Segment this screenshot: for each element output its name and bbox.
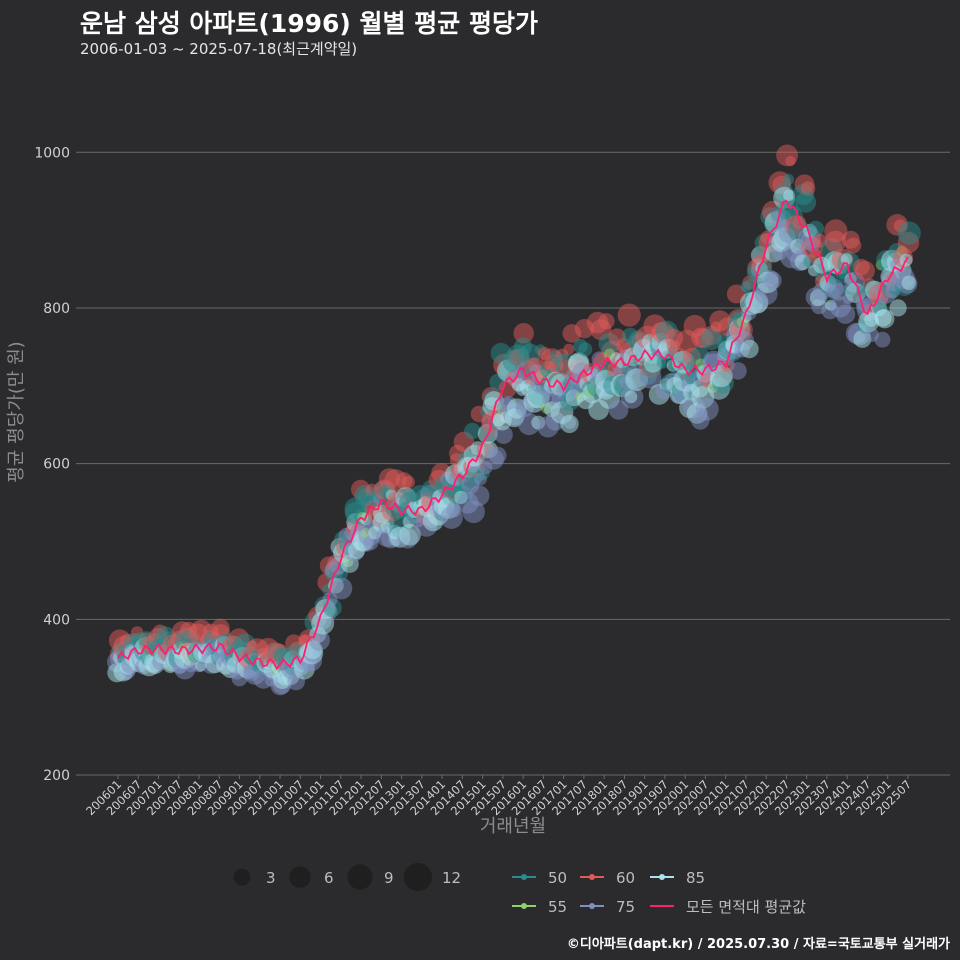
point-a75 (874, 331, 891, 348)
y-axis-label: 평균 평당가(만 원) (6, 341, 27, 482)
point-a50 (700, 328, 723, 350)
point-a75 (462, 500, 485, 524)
legend-label: 85 (686, 869, 705, 887)
point-a60 (513, 323, 534, 344)
y-tick-label: 1000 (34, 145, 70, 161)
point-a60 (855, 260, 875, 281)
point-a60 (598, 313, 615, 330)
legend-swatch-dot (659, 874, 665, 880)
point-a75 (474, 472, 487, 486)
point-a50 (782, 173, 795, 186)
point-a50 (464, 422, 481, 440)
point-a75 (729, 362, 747, 380)
source-caption: ©디아파트(dapt.kr) / 2025.07.30 / 자료=국토교통부 실… (566, 937, 950, 952)
color-legend: 50 60 85 55 75 모든 면적대 평균값 (512, 869, 806, 916)
y-tick-label: 800 (43, 301, 70, 317)
legend-label: 55 (548, 898, 567, 916)
point-a75 (835, 304, 856, 324)
point-a60 (617, 303, 641, 327)
legend-swatch-dot (589, 903, 595, 909)
point-a85 (783, 189, 795, 202)
point-a85 (889, 299, 907, 317)
x-axis-label: 거래년월 (480, 816, 546, 837)
legend-label: 50 (548, 869, 567, 887)
point-a75 (695, 397, 719, 421)
point-a60 (563, 343, 575, 355)
point-a75 (763, 271, 782, 290)
point-a60 (824, 219, 848, 243)
average-line (117, 199, 909, 671)
point-a50 (578, 342, 593, 357)
legend-swatch-dot (521, 874, 527, 880)
point-a60 (845, 237, 862, 254)
point-a75 (468, 485, 490, 507)
point-a50 (795, 191, 817, 213)
y-tick-label: 200 (43, 768, 70, 784)
y-tick-label: 400 (43, 612, 70, 628)
chart-subtitle: 2006-01-03 ~ 2025-07-18(최근계약일) (80, 40, 358, 58)
point-a85 (840, 253, 853, 265)
point-a85 (560, 414, 579, 434)
legend-label: 모든 면적대 평균값 (686, 898, 806, 916)
point-a50 (807, 220, 824, 238)
size-legend-label: 9 (384, 869, 394, 887)
point-a85 (624, 390, 638, 404)
size-legend-circle (347, 864, 373, 890)
size-legend: 3 6 9 12 (233, 862, 461, 892)
legend-swatch-dot (589, 874, 595, 880)
chart-title: 운남 삼성 아파트(1996) 월별 평균 평당가 (80, 9, 538, 38)
point-a50 (656, 355, 670, 369)
point-a75 (494, 425, 513, 444)
legend-label: 75 (616, 898, 635, 916)
point-a85 (740, 339, 759, 359)
scatter-points (107, 144, 921, 696)
size-legend-label: 6 (324, 869, 334, 887)
legend-label: 60 (616, 869, 635, 887)
point-a60 (402, 475, 415, 489)
point-a75 (608, 400, 629, 420)
size-legend-circle (403, 862, 433, 892)
point-a50 (897, 221, 921, 245)
point-a85 (399, 523, 421, 546)
point-a85 (901, 275, 916, 291)
size-legend-circle (233, 868, 251, 886)
y-tick-labels: 200 400 600 800 1000 (34, 145, 70, 784)
y-tick-label: 600 (43, 457, 70, 473)
point-a85 (875, 309, 895, 329)
point-a60 (785, 155, 796, 167)
point-a75 (330, 577, 353, 600)
x-tick-labels: 2006012006072007012007072008012008072009… (83, 775, 914, 818)
legend-swatch-dot (521, 903, 527, 909)
point-a75 (829, 283, 848, 301)
size-legend-label: 3 (266, 869, 276, 887)
point-a75 (488, 446, 507, 465)
size-legend-circle (289, 866, 311, 888)
size-legend-label: 12 (442, 869, 461, 887)
